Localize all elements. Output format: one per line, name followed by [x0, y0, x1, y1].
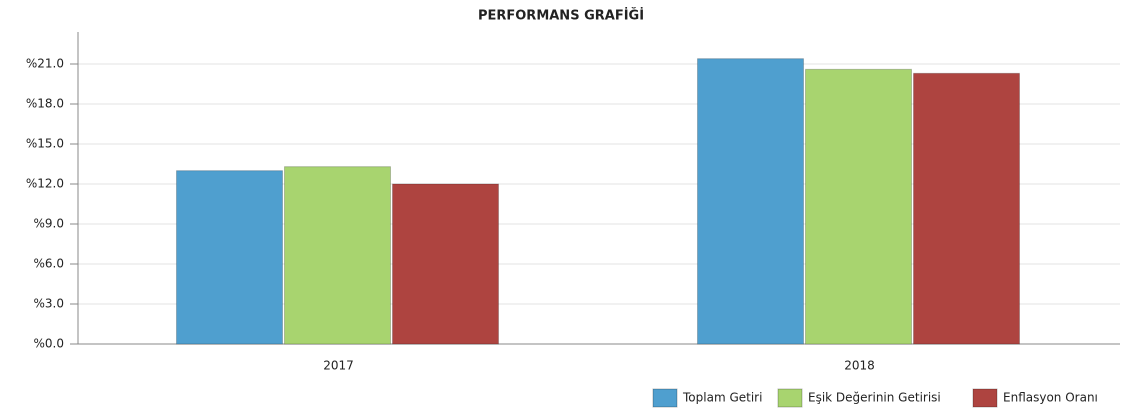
- y-tick-label: %15.0: [26, 137, 64, 151]
- x-tick-label: 2017: [323, 359, 354, 373]
- x-tick-label: 2018: [844, 359, 875, 373]
- y-tick-label: %12.0: [26, 177, 64, 191]
- y-tick-label: %9.0: [34, 217, 65, 231]
- y-tick-label: %6.0: [34, 257, 65, 271]
- legend-swatch: [972, 388, 998, 408]
- legend-label: Toplam Getiri: [682, 391, 762, 405]
- legend-label: Enflasyon Oranı: [1003, 391, 1098, 405]
- chart-title: PERFORMANS GRAFİĞİ: [478, 8, 644, 24]
- bar: [392, 183, 499, 345]
- bar: [697, 58, 804, 345]
- legend-label: Eşik Değerinin Getirisi: [808, 391, 941, 405]
- y-tick-label: %21.0: [26, 57, 64, 71]
- bar: [805, 68, 912, 345]
- bar: [913, 72, 1020, 345]
- y-tick-label: %3.0: [34, 297, 65, 311]
- y-tick-label: %18.0: [26, 97, 64, 111]
- y-tick-label: %0.0: [34, 337, 65, 351]
- bar: [176, 170, 283, 345]
- bar: [284, 166, 391, 345]
- legend-swatch: [777, 388, 803, 408]
- legend-swatch: [652, 388, 678, 408]
